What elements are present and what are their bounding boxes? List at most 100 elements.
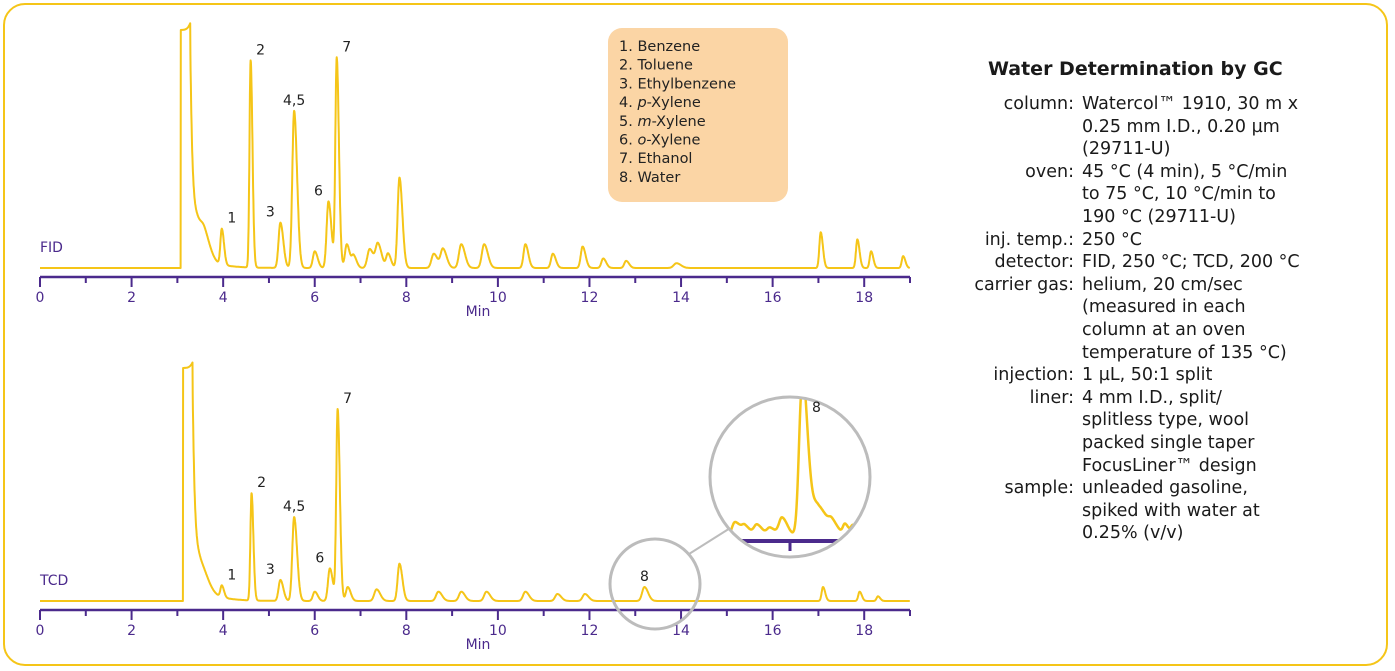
figure-frame bbox=[3, 3, 1388, 666]
series-line-tcd bbox=[39, 361, 911, 602]
inset-circle bbox=[708, 395, 872, 559]
method-row-value: 4 mm I.D., split/splitless type, wool pac… bbox=[1082, 387, 1382, 477]
method-row-value: FID, 250 °C; TCD, 200 °C bbox=[1082, 251, 1382, 274]
x-tick-label: 18 bbox=[855, 290, 873, 306]
x-axis-title: Min bbox=[466, 304, 491, 320]
zoom-callout: 8 bbox=[608, 395, 872, 631]
method-row-line: FID, 250 °C; TCD, 200 °C bbox=[1082, 252, 1300, 273]
x-tick-label: 6 bbox=[310, 290, 319, 306]
x-tick-label: 4 bbox=[219, 290, 228, 306]
method-row-label: detector: bbox=[994, 252, 1074, 273]
method-row-label: column: bbox=[1003, 94, 1074, 114]
method-row-value: 250 °C bbox=[1082, 229, 1382, 252]
method-row-line: spiked with water at bbox=[1082, 500, 1260, 521]
method-row-line: (29711-U) bbox=[1082, 139, 1171, 160]
method-row-line: 1 µL, 50:1 split bbox=[1082, 365, 1213, 386]
legend-number: 5. bbox=[619, 114, 637, 130]
method-row-line: packed single taper bbox=[1082, 432, 1255, 453]
method-row-line: 0.25 mm I.D., 0.20 µm bbox=[1082, 116, 1280, 137]
x-tick-label: 0 bbox=[36, 623, 45, 639]
peak-label: 1 bbox=[227, 567, 236, 583]
legend-name: Water bbox=[637, 170, 680, 186]
x-tick-label: 8 bbox=[402, 290, 411, 306]
legend-italic: m bbox=[637, 114, 651, 130]
legend-number: 1. bbox=[619, 39, 637, 55]
method-row-line: temperature of 135 °C) bbox=[1082, 342, 1287, 363]
x-tick-label: 2 bbox=[127, 290, 136, 306]
x-tick-label: 10 bbox=[489, 290, 507, 306]
x-tick-label: 14 bbox=[672, 290, 690, 306]
series-name-label: FID bbox=[40, 240, 63, 256]
legend-name: -Xylene bbox=[652, 114, 706, 130]
peak-label: 7 bbox=[342, 39, 351, 55]
method-row-line: splitless type, wool bbox=[1082, 410, 1250, 431]
method-row-label: sample: bbox=[1004, 478, 1074, 499]
method-row-line: unleaded gasoline, bbox=[1082, 478, 1248, 499]
legend-name: Toluene bbox=[636, 58, 693, 74]
legend-entry: 4. p-Xylene bbox=[619, 95, 701, 111]
legend-name: -Xylene bbox=[647, 95, 701, 111]
method-row-value: 45 °C (4 min), 5 °C/min to 75 °C, 10 °C/m… bbox=[1082, 161, 1382, 229]
peak-label: 6 bbox=[315, 550, 324, 566]
zoom-connector bbox=[688, 524, 736, 555]
x-tick-label: 4 bbox=[219, 623, 228, 639]
legend-number: 3. bbox=[619, 76, 637, 92]
x-tick-label: 10 bbox=[489, 623, 507, 639]
legend-name: Ethanol bbox=[637, 151, 692, 167]
method-row-line: (measured in each bbox=[1082, 297, 1246, 318]
x-tick-label: 14 bbox=[672, 623, 690, 639]
x-tick-label: 16 bbox=[764, 623, 782, 639]
method-row-value: unleaded gasoline, spiked with water at 0.… bbox=[1082, 477, 1382, 545]
method-row-line: 190 °C (29711-U) bbox=[1082, 206, 1236, 227]
peak-label: 2 bbox=[257, 475, 266, 491]
method-row-line: Watercol™ 1910, 30 m x bbox=[1082, 94, 1299, 114]
legend-entry: 8. Water bbox=[619, 170, 680, 186]
method-row-label: oven: bbox=[1025, 161, 1074, 182]
peak-label: 3 bbox=[266, 205, 275, 221]
legend-number: 7. bbox=[619, 151, 637, 167]
x-tick-label: 12 bbox=[581, 623, 599, 639]
legend-number: 8. bbox=[619, 170, 637, 186]
legend-number: 6. bbox=[619, 133, 637, 149]
legend-entry: 3. Ethylbenzene bbox=[619, 76, 736, 92]
method-row-line: 4 mm I.D., split/ bbox=[1082, 387, 1222, 408]
method-row-value: Watercol™ 1910, 30 m x 0.25 mm I.D., 0.20… bbox=[1082, 93, 1382, 161]
legend-italic: o bbox=[637, 133, 646, 149]
method-row-label: injection: bbox=[993, 365, 1074, 386]
method-row-value: 1 µL, 50:1 split bbox=[1082, 364, 1382, 387]
legend-entry: 6. o-Xylene bbox=[619, 133, 700, 149]
peak-label: 8 bbox=[640, 569, 649, 585]
legend-name: Benzene bbox=[637, 39, 700, 55]
inset-peak-label: 8 bbox=[812, 400, 821, 416]
x-tick-label: 8 bbox=[402, 623, 411, 639]
method-row-label: carrier gas: bbox=[974, 274, 1074, 295]
legend-entry: 7. Ethanol bbox=[619, 151, 692, 167]
x-tick-label: 12 bbox=[581, 290, 599, 306]
inset-plot bbox=[710, 397, 870, 557]
legend-name: -Xylene bbox=[646, 133, 700, 149]
peak-label: 1 bbox=[227, 211, 236, 227]
method-row-line: 0.25% (v/v) bbox=[1082, 523, 1184, 544]
method-row-label: liner: bbox=[1029, 387, 1074, 408]
legend-number: 4. bbox=[619, 95, 637, 111]
x-tick-label: 2 bbox=[127, 623, 136, 639]
peak-label: 4,5 bbox=[283, 499, 305, 515]
method-row-line: 250 °C bbox=[1082, 229, 1142, 250]
legend-number: 2. bbox=[619, 58, 637, 74]
method-row-line: 45 °C (4 min), 5 °C/min bbox=[1082, 161, 1288, 182]
peak-label: 2 bbox=[256, 42, 265, 58]
legend-entry: 2. Toluene bbox=[619, 58, 693, 74]
x-axis-title: Min bbox=[466, 637, 491, 653]
series-name-label: TCD bbox=[39, 573, 68, 589]
legend-name: Ethylbenzene bbox=[637, 76, 736, 92]
peak-label: 3 bbox=[266, 562, 275, 578]
series-line-fid bbox=[39, 22, 911, 269]
x-tick-label: 18 bbox=[855, 623, 873, 639]
method-row-line: FocusLiner™ design bbox=[1082, 455, 1257, 476]
legend-italic: p bbox=[636, 95, 646, 111]
zoom-source-circle bbox=[608, 537, 702, 631]
legend-entry: 1. Benzene bbox=[619, 39, 700, 55]
